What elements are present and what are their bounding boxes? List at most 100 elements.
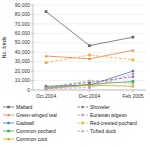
- legend-label: Common coot: [16, 136, 48, 142]
- grid-line: [33, 42, 146, 43]
- point: [44, 54, 47, 57]
- legend-item: Common pochard: [3, 128, 56, 134]
- legend-item: Shoveler: [77, 104, 110, 110]
- tick-label: Oct 2004: [36, 93, 57, 99]
- grid-line: [33, 5, 146, 6]
- legend-swatch: [3, 131, 14, 132]
- legend-item: Red-crested pochard: [77, 120, 137, 126]
- point: [88, 86, 91, 89]
- tick-label: 50,000: [15, 39, 31, 45]
- series: [44, 75, 134, 89]
- legend-swatch: [3, 123, 14, 124]
- tick-mark: [31, 80, 33, 81]
- tick-label: 90,000: [15, 2, 31, 8]
- tick-label: 0: [27, 87, 30, 93]
- point: [45, 61, 48, 64]
- legend-item: Mallard: [3, 104, 33, 110]
- legend-item: Green-winged teal: [3, 112, 57, 118]
- tick-label: 60,000: [15, 30, 31, 36]
- legend-label: Common pochard: [16, 128, 56, 134]
- legend-label: Shoveler: [90, 104, 110, 110]
- legend-marker: [7, 138, 10, 141]
- legend-marker: [81, 122, 84, 125]
- x-axis: Oct 2004 Dec 2004 Feb 2005: [36, 90, 144, 99]
- legend-swatch: [3, 139, 14, 140]
- series: [44, 79, 134, 89]
- point: [131, 49, 134, 52]
- legend-label: Mallard: [16, 104, 33, 110]
- series-line: [46, 74, 133, 89]
- point: [88, 84, 91, 87]
- legend-marker: [81, 114, 84, 117]
- series: [45, 70, 135, 88]
- series: [44, 84, 134, 90]
- point: [132, 70, 135, 73]
- tick-label: 40,000: [15, 49, 31, 55]
- grid-line: [33, 71, 146, 72]
- tick-label: Feb 2005: [122, 93, 143, 99]
- legend-marker: [7, 122, 10, 125]
- legend-item: Gadwall: [3, 120, 34, 126]
- legend-marker: [7, 130, 10, 133]
- tick-label: Dec 2004: [79, 93, 101, 99]
- point: [131, 82, 134, 85]
- tick-mark: [31, 71, 33, 72]
- legend-item: Tufted duck: [77, 128, 116, 134]
- legend-item: Common coot: [3, 136, 48, 142]
- tick-mark: [31, 61, 33, 62]
- tick-label: 20,000: [15, 68, 31, 74]
- point: [132, 73, 135, 76]
- tick-mark: [31, 33, 33, 34]
- y-axis: 0 10,000 20,000 30,000 40,000 50,000 60,000 70,…: [15, 2, 146, 93]
- axis-line: [33, 5, 34, 90]
- tick-mark: [31, 52, 33, 53]
- series: [45, 10, 135, 47]
- legend-marker: [81, 130, 84, 133]
- legend-marker: [7, 114, 10, 117]
- legend: Mallard Green-winged teal Gadwall Common po…: [3, 104, 137, 142]
- series: [45, 73, 135, 90]
- series-line: [46, 71, 133, 86]
- legend-label: Eurasian wigeon: [90, 112, 127, 118]
- plot-area: [44, 10, 134, 90]
- point: [132, 36, 135, 39]
- tick-mark: [31, 5, 33, 6]
- grid-line: [33, 52, 146, 53]
- legend-swatch: [3, 107, 14, 108]
- legend-marker: [81, 106, 84, 109]
- point: [88, 54, 91, 57]
- y-axis-label: No. birds: [1, 36, 7, 58]
- legend-swatch: [77, 107, 88, 108]
- chart: 0 10,000 20,000 30,000 40,000 50,000 60,000 70,…: [0, 0, 150, 147]
- point: [88, 57, 91, 60]
- tick-label: 80,000: [15, 11, 31, 17]
- series: [45, 54, 135, 64]
- legend-swatch: [77, 131, 88, 132]
- point: [131, 85, 134, 88]
- legend-label: Green-winged teal: [16, 112, 57, 118]
- legend-label: Red-crested pochard: [90, 120, 137, 126]
- tick-mark: [31, 23, 33, 24]
- tick-label: 30,000: [15, 58, 31, 64]
- point: [88, 79, 91, 82]
- legend-label: Gadwall: [16, 120, 34, 126]
- legend-swatch: [77, 115, 88, 116]
- tick-label: 70,000: [15, 21, 31, 27]
- point: [44, 86, 47, 89]
- legend-item: Eurasian wigeon: [77, 112, 127, 118]
- grid-line: [33, 23, 146, 24]
- point: [88, 44, 91, 47]
- legend-label: Tufted duck: [90, 128, 116, 134]
- point: [45, 10, 48, 13]
- legend-swatch: [77, 123, 88, 124]
- tick-mark: [31, 90, 33, 91]
- grid-line: [33, 33, 146, 34]
- series-line: [46, 82, 133, 89]
- series-line: [46, 12, 133, 46]
- tick-label: 10,000: [15, 77, 31, 83]
- tick-mark: [31, 14, 33, 15]
- legend-swatch: [3, 115, 14, 116]
- grid-line: [33, 61, 146, 62]
- tick-mark: [31, 42, 33, 43]
- point: [132, 58, 135, 61]
